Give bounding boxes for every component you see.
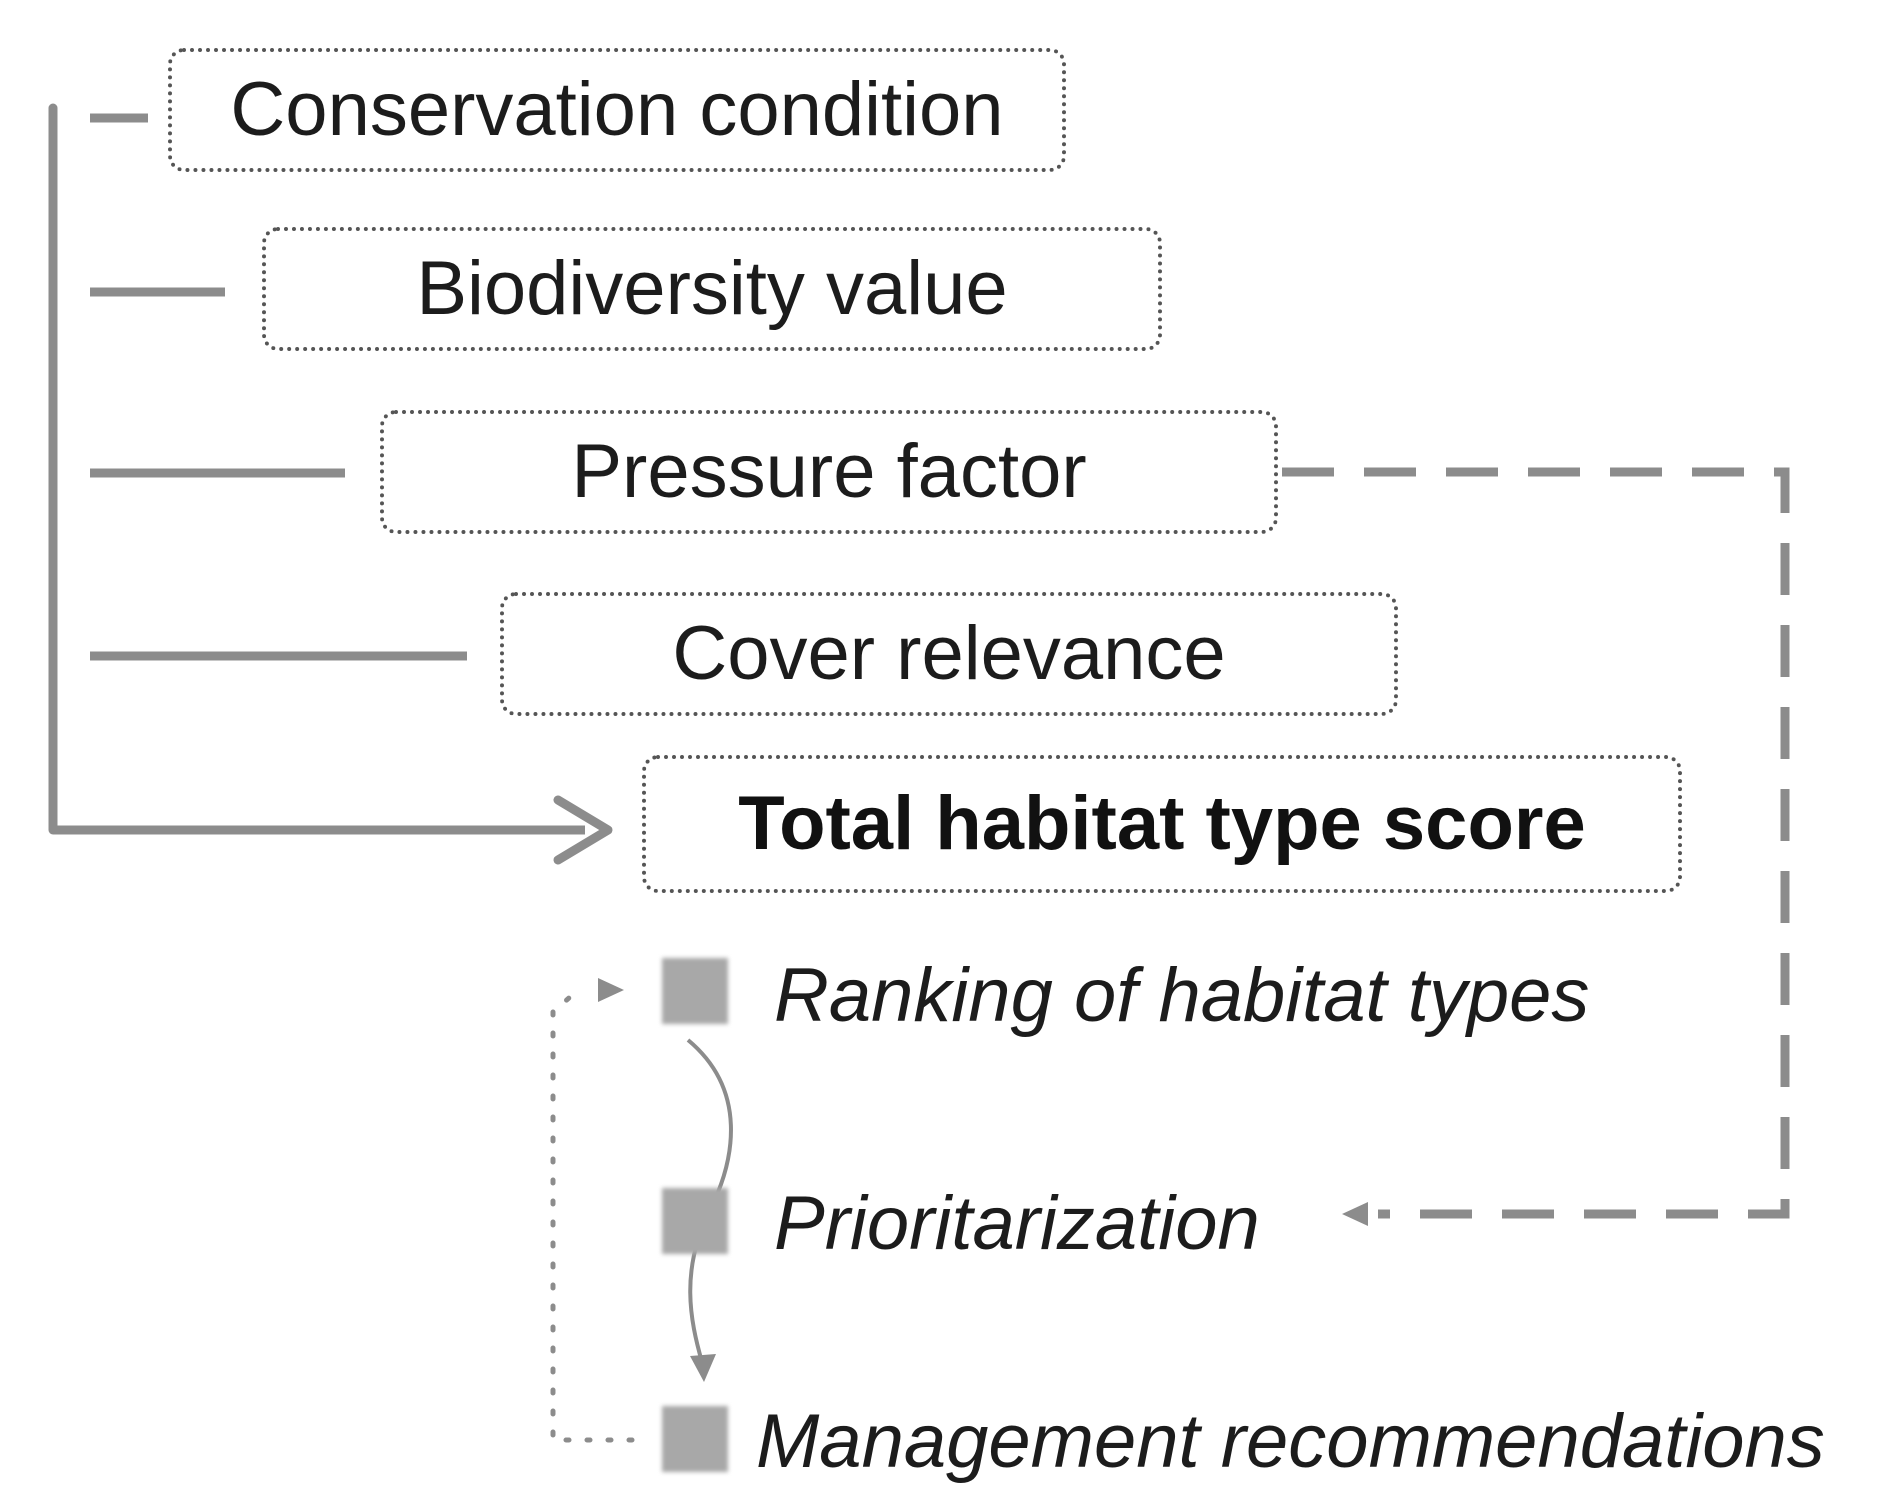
total-habitat-score-label: Total habitat type score [738,781,1586,866]
feedback-dotted-loop [550,987,635,1443]
sequence-arrowhead [690,1354,716,1382]
bracket-arrowhead [553,795,613,865]
conservation-condition-box: Conservation condition [168,48,1066,172]
cover-relevance-label: Cover relevance [672,611,1226,696]
management-label: Management recommendations [756,1399,1825,1484]
ranking-label: Ranking of habitat types [774,953,1590,1038]
prioritization-label: Prioritarization [774,1181,1260,1266]
cover-relevance-box: Cover relevance [500,592,1398,716]
conservation-condition-label: Conservation condition [230,67,1004,152]
ranking-marker [662,958,728,1024]
pressure-dashed-connector [1282,467,1790,1219]
feedback-dotted-arrowhead [598,978,624,1002]
pressure-dashed-arrowhead [1342,1202,1368,1226]
biodiversity-value-label: Biodiversity value [416,246,1008,331]
management-marker [662,1406,728,1472]
biodiversity-value-box: Biodiversity value [262,227,1162,351]
pressure-factor-label: Pressure factor [571,429,1087,514]
pressure-factor-box: Pressure factor [380,410,1278,534]
prioritization-marker [662,1188,728,1254]
total-habitat-score-box: Total habitat type score [642,755,1682,893]
